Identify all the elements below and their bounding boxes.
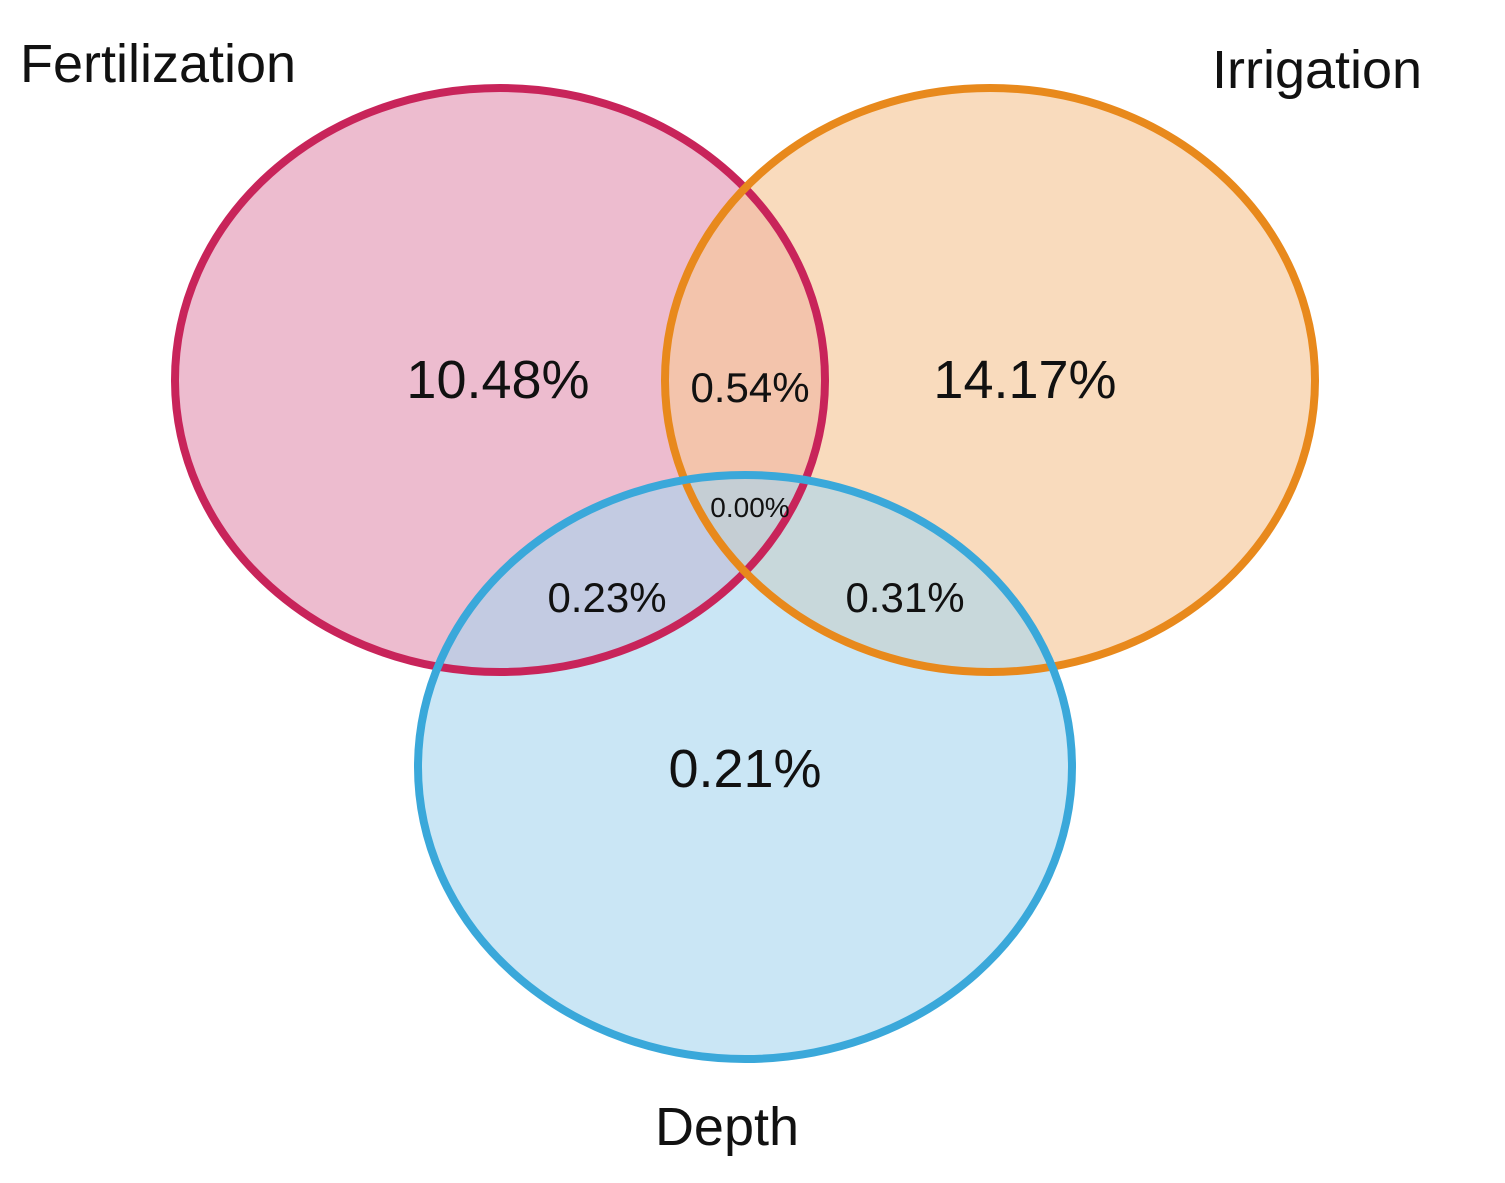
depth-only-value: 0.21% (668, 739, 821, 799)
fertilization-circle-outline (171, 84, 829, 676)
irrigation-circle-outline (661, 84, 1319, 676)
fertilization-only-value: 10.48% (406, 350, 589, 410)
irrigation-depth-value: 0.31% (845, 574, 964, 621)
depth-circle-fill (418, 475, 1072, 1059)
depth-circle-outline (414, 471, 1076, 1063)
fertilization-depth-value: 0.23% (547, 574, 666, 621)
fertilization-irrigation-value: 0.54% (690, 364, 809, 411)
fertilization-label: Fertilization (20, 34, 296, 94)
irrigation-only-value: 14.17% (933, 350, 1116, 410)
all-three-value: 0.00% (710, 492, 789, 523)
irrigation-label: Irrigation (1212, 40, 1422, 100)
depth-label: Depth (655, 1097, 799, 1157)
